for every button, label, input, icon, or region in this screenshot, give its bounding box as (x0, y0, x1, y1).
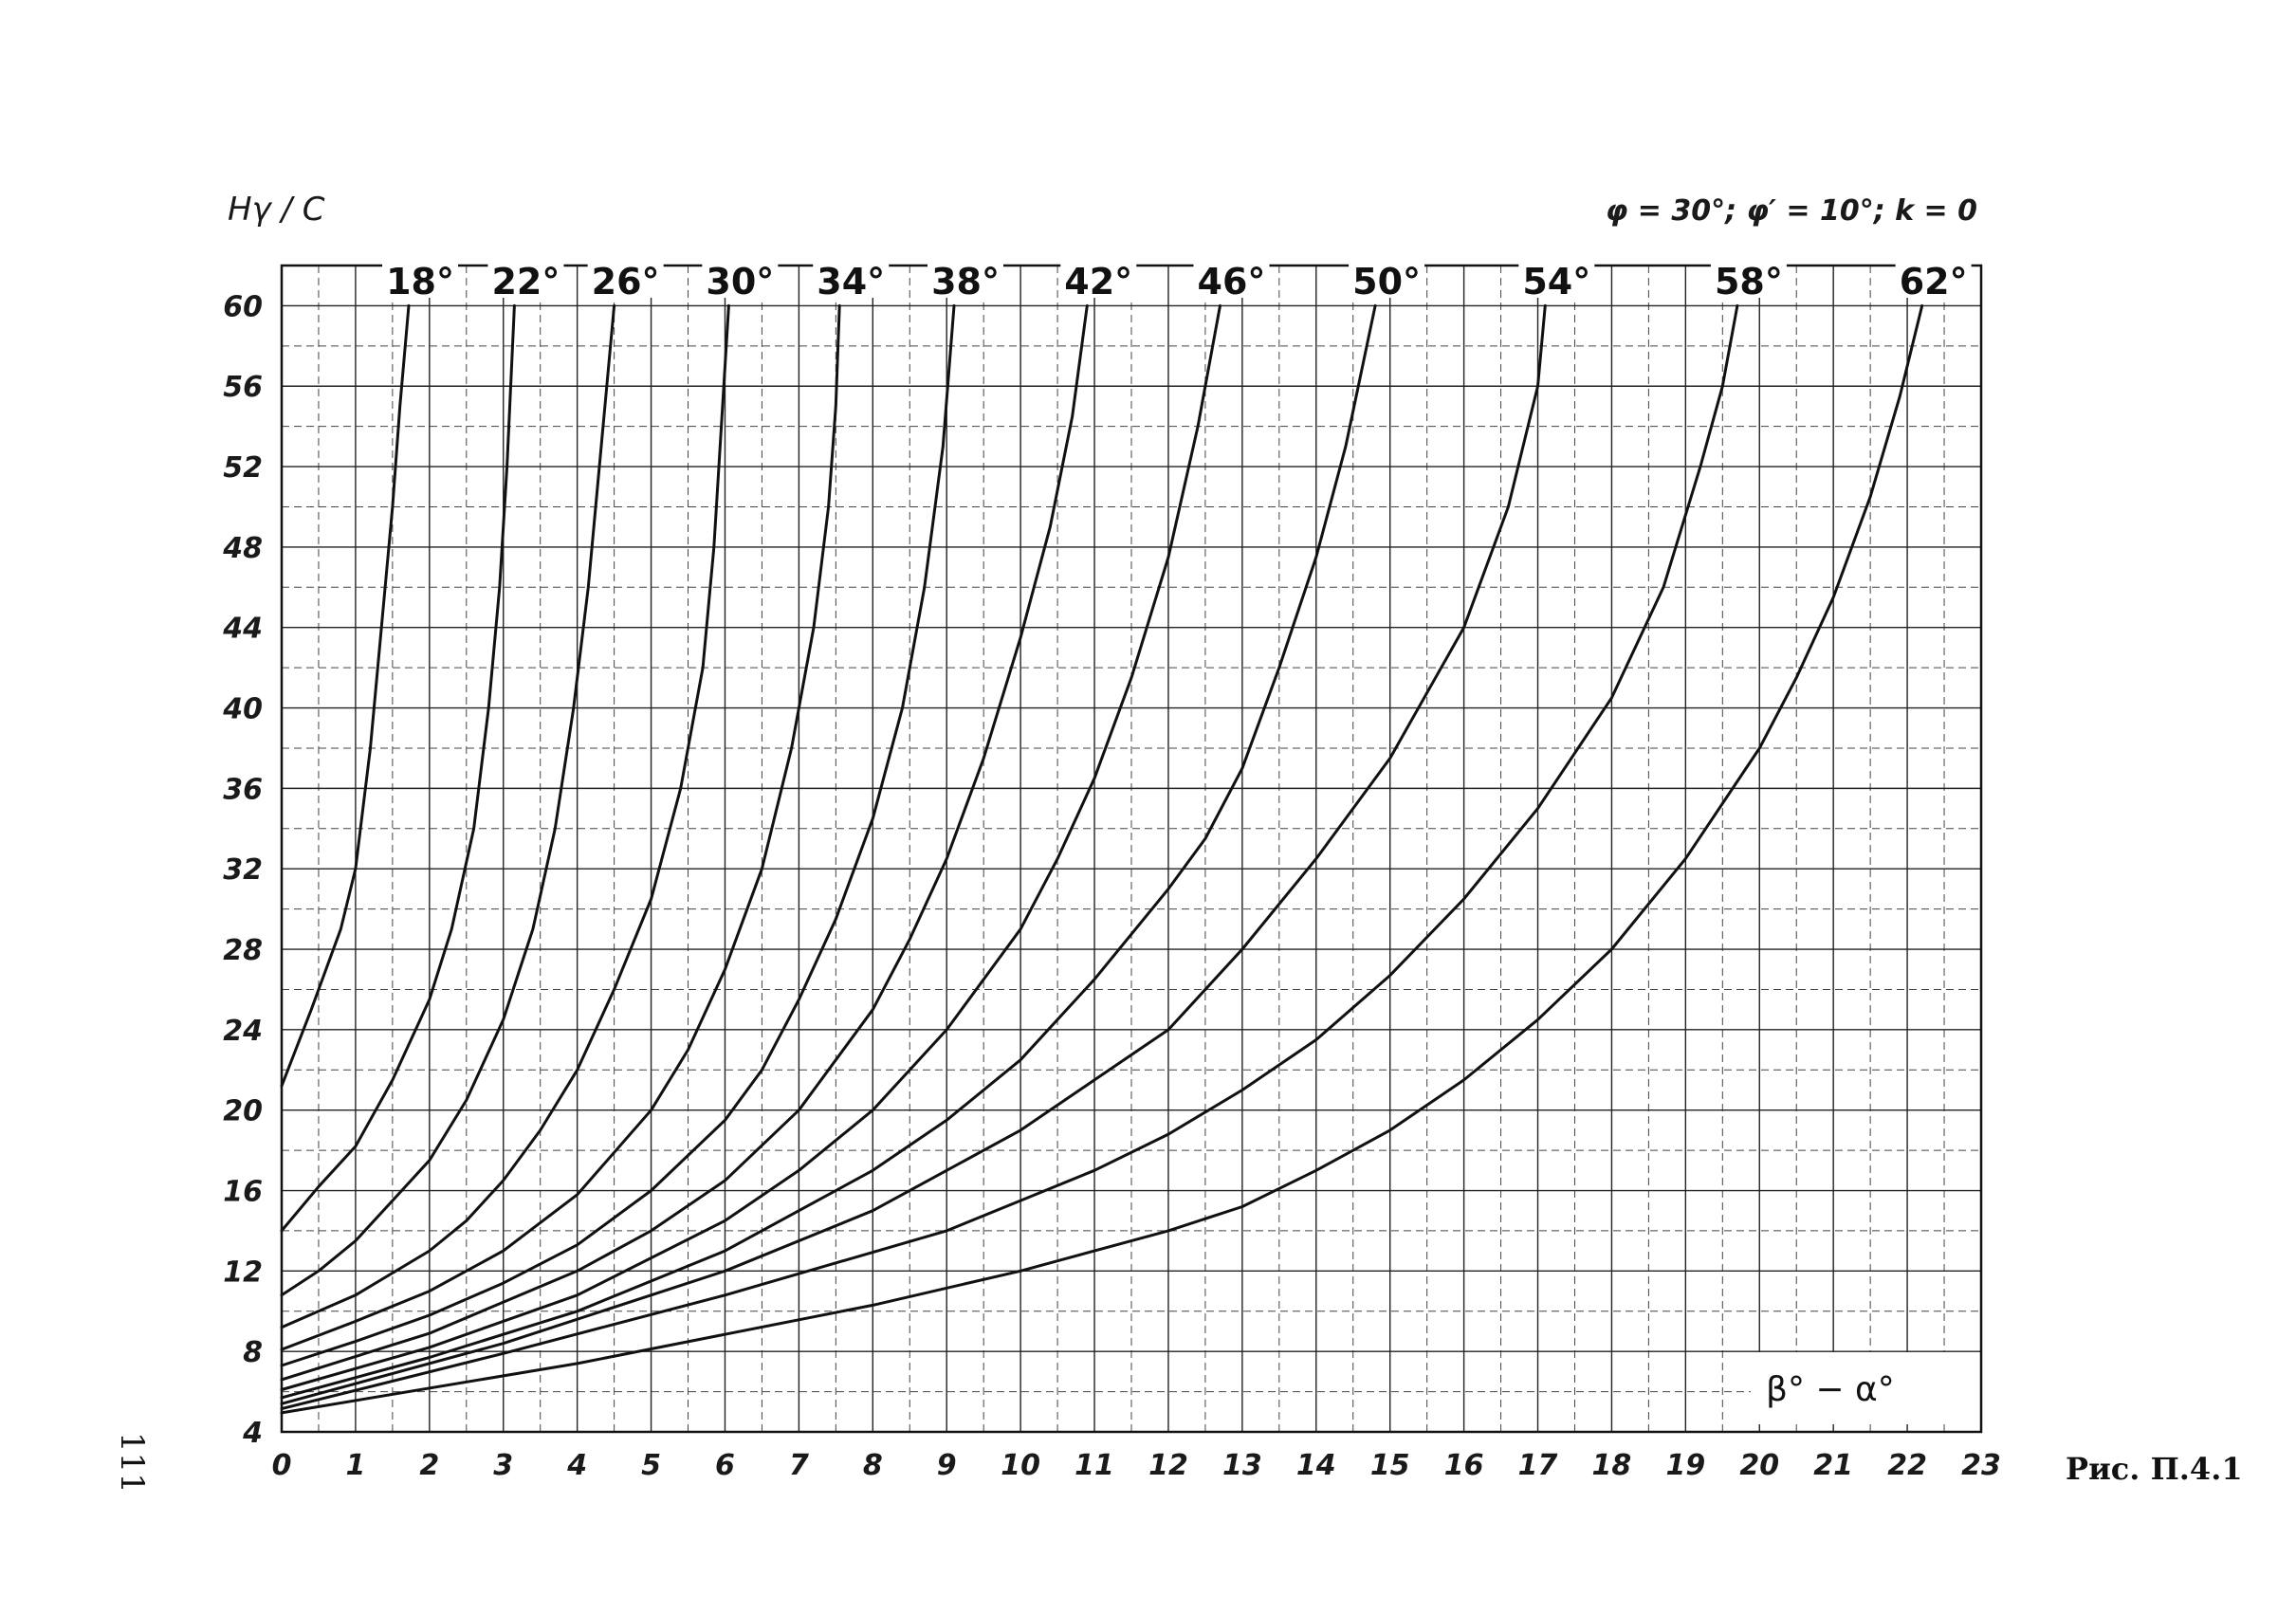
x-tick-label: 13 (1222, 1449, 1262, 1482)
y-tick-label: 52 (223, 451, 263, 485)
y-tick-label: 36 (223, 773, 263, 806)
x-axis-label-box (1751, 1352, 1978, 1424)
series-label-background (813, 245, 890, 298)
series-line (280, 303, 1377, 1400)
series-label-background (1193, 245, 1270, 298)
y-tick-label: 20 (223, 1095, 263, 1128)
series-label: 58° (1715, 261, 1783, 302)
series-line (280, 303, 1924, 1415)
series-label: 26° (592, 261, 660, 302)
series-label-background (702, 245, 779, 298)
series-label: 62° (1900, 261, 1968, 302)
y-tick-label: 60 (223, 290, 263, 323)
x-tick-label: 14 (1296, 1449, 1336, 1482)
x-tick-label: 10 (1001, 1449, 1040, 1482)
x-tick-label: 22 (1887, 1449, 1927, 1482)
series-label-background (928, 245, 1004, 298)
x-tick-label: 2 (419, 1449, 439, 1482)
series-label-background (1349, 245, 1425, 298)
x-tick-label: 20 (1739, 1449, 1779, 1482)
series-label-background (382, 245, 459, 298)
x-axis-label: β° − α° (1766, 1370, 1895, 1409)
series-line (280, 303, 616, 1297)
series-label: 46° (1198, 261, 1266, 302)
series-label-background (1895, 245, 1972, 298)
series-label: 34° (817, 261, 885, 302)
curves (280, 303, 1924, 1415)
series-label: 50° (1352, 261, 1421, 302)
x-tick-label: 16 (1444, 1449, 1484, 1482)
series-line (280, 303, 956, 1367)
series-label: 18° (386, 261, 454, 302)
x-tick-label: 3 (493, 1449, 513, 1482)
x-tick-label: 4 (566, 1449, 587, 1482)
chart-parameters: φ = 30°; φ′ = 10°; k = 0 (1606, 194, 1977, 228)
series-label: 38° (931, 261, 1000, 302)
x-tick-label: 0 (272, 1449, 292, 1482)
series-label-background (1710, 245, 1787, 298)
y-tick-label: 48 (222, 532, 263, 565)
curve-labels: 18° 22° 26° 30° 34° 38° 42° 46° 50° 54° 58° 62° (382, 245, 1972, 302)
series-line (280, 303, 841, 1351)
series-label-background (1518, 245, 1595, 298)
x-tick-label: 1 (345, 1449, 365, 1482)
x-tick-label: 5 (641, 1449, 661, 1482)
y-tick-label: 40 (222, 693, 263, 726)
series-line (280, 303, 1547, 1405)
x-tick-label: 11 (1075, 1449, 1114, 1482)
x-tick-label: 15 (1370, 1449, 1410, 1482)
x-tick-label: 17 (1518, 1449, 1558, 1482)
grid (281, 265, 1982, 1433)
y-tick-label: 56 (223, 371, 263, 404)
series-label: 30° (706, 261, 774, 302)
x-tick-label: 6 (715, 1449, 735, 1482)
series-label-background (487, 245, 564, 298)
y-tick-label: 28 (223, 934, 263, 967)
series-label-background (1060, 245, 1137, 298)
y-tick-label: 16 (223, 1176, 263, 1209)
x-tick-label: 19 (1665, 1449, 1705, 1482)
y-tick-label: 4 (242, 1417, 263, 1450)
x-tick-label: 9 (937, 1449, 957, 1482)
series-line (280, 303, 1089, 1382)
x-tick-label: 18 (1592, 1449, 1632, 1482)
series-line (280, 303, 730, 1329)
y-tick-label: 8 (243, 1336, 263, 1369)
series-label: 42° (1064, 261, 1132, 302)
y-tick-label: 32 (223, 853, 263, 887)
x-tick-label: 7 (789, 1449, 809, 1482)
x-tick-labels: 0 1 2 3 4 5 6 7 8 9 10 11 12 13 14 15 16 17 18 19 20 21 22 23 (272, 1449, 2001, 1482)
x-tick-label: 23 (1961, 1449, 2001, 1482)
figure-caption: Рис. П.4.1 (2066, 1451, 2243, 1487)
y-axis-label: Hγ / C (228, 191, 325, 229)
y-tick-label: 44 (222, 613, 263, 646)
series-label: 22° (491, 261, 560, 302)
x-tick-label: 8 (863, 1449, 883, 1482)
series-line (280, 303, 516, 1233)
page-number: 111 (113, 1432, 151, 1494)
y-tick-label: 12 (223, 1256, 263, 1289)
series-line (280, 303, 411, 1088)
x-tick-label: 21 (1813, 1449, 1853, 1482)
y-tick-label: 24 (223, 1015, 263, 1048)
series-line (280, 303, 1221, 1391)
series-label: 54° (1522, 261, 1590, 302)
series-line (280, 303, 1739, 1411)
series-label-background (587, 245, 664, 298)
x-tick-label: 12 (1148, 1449, 1188, 1482)
